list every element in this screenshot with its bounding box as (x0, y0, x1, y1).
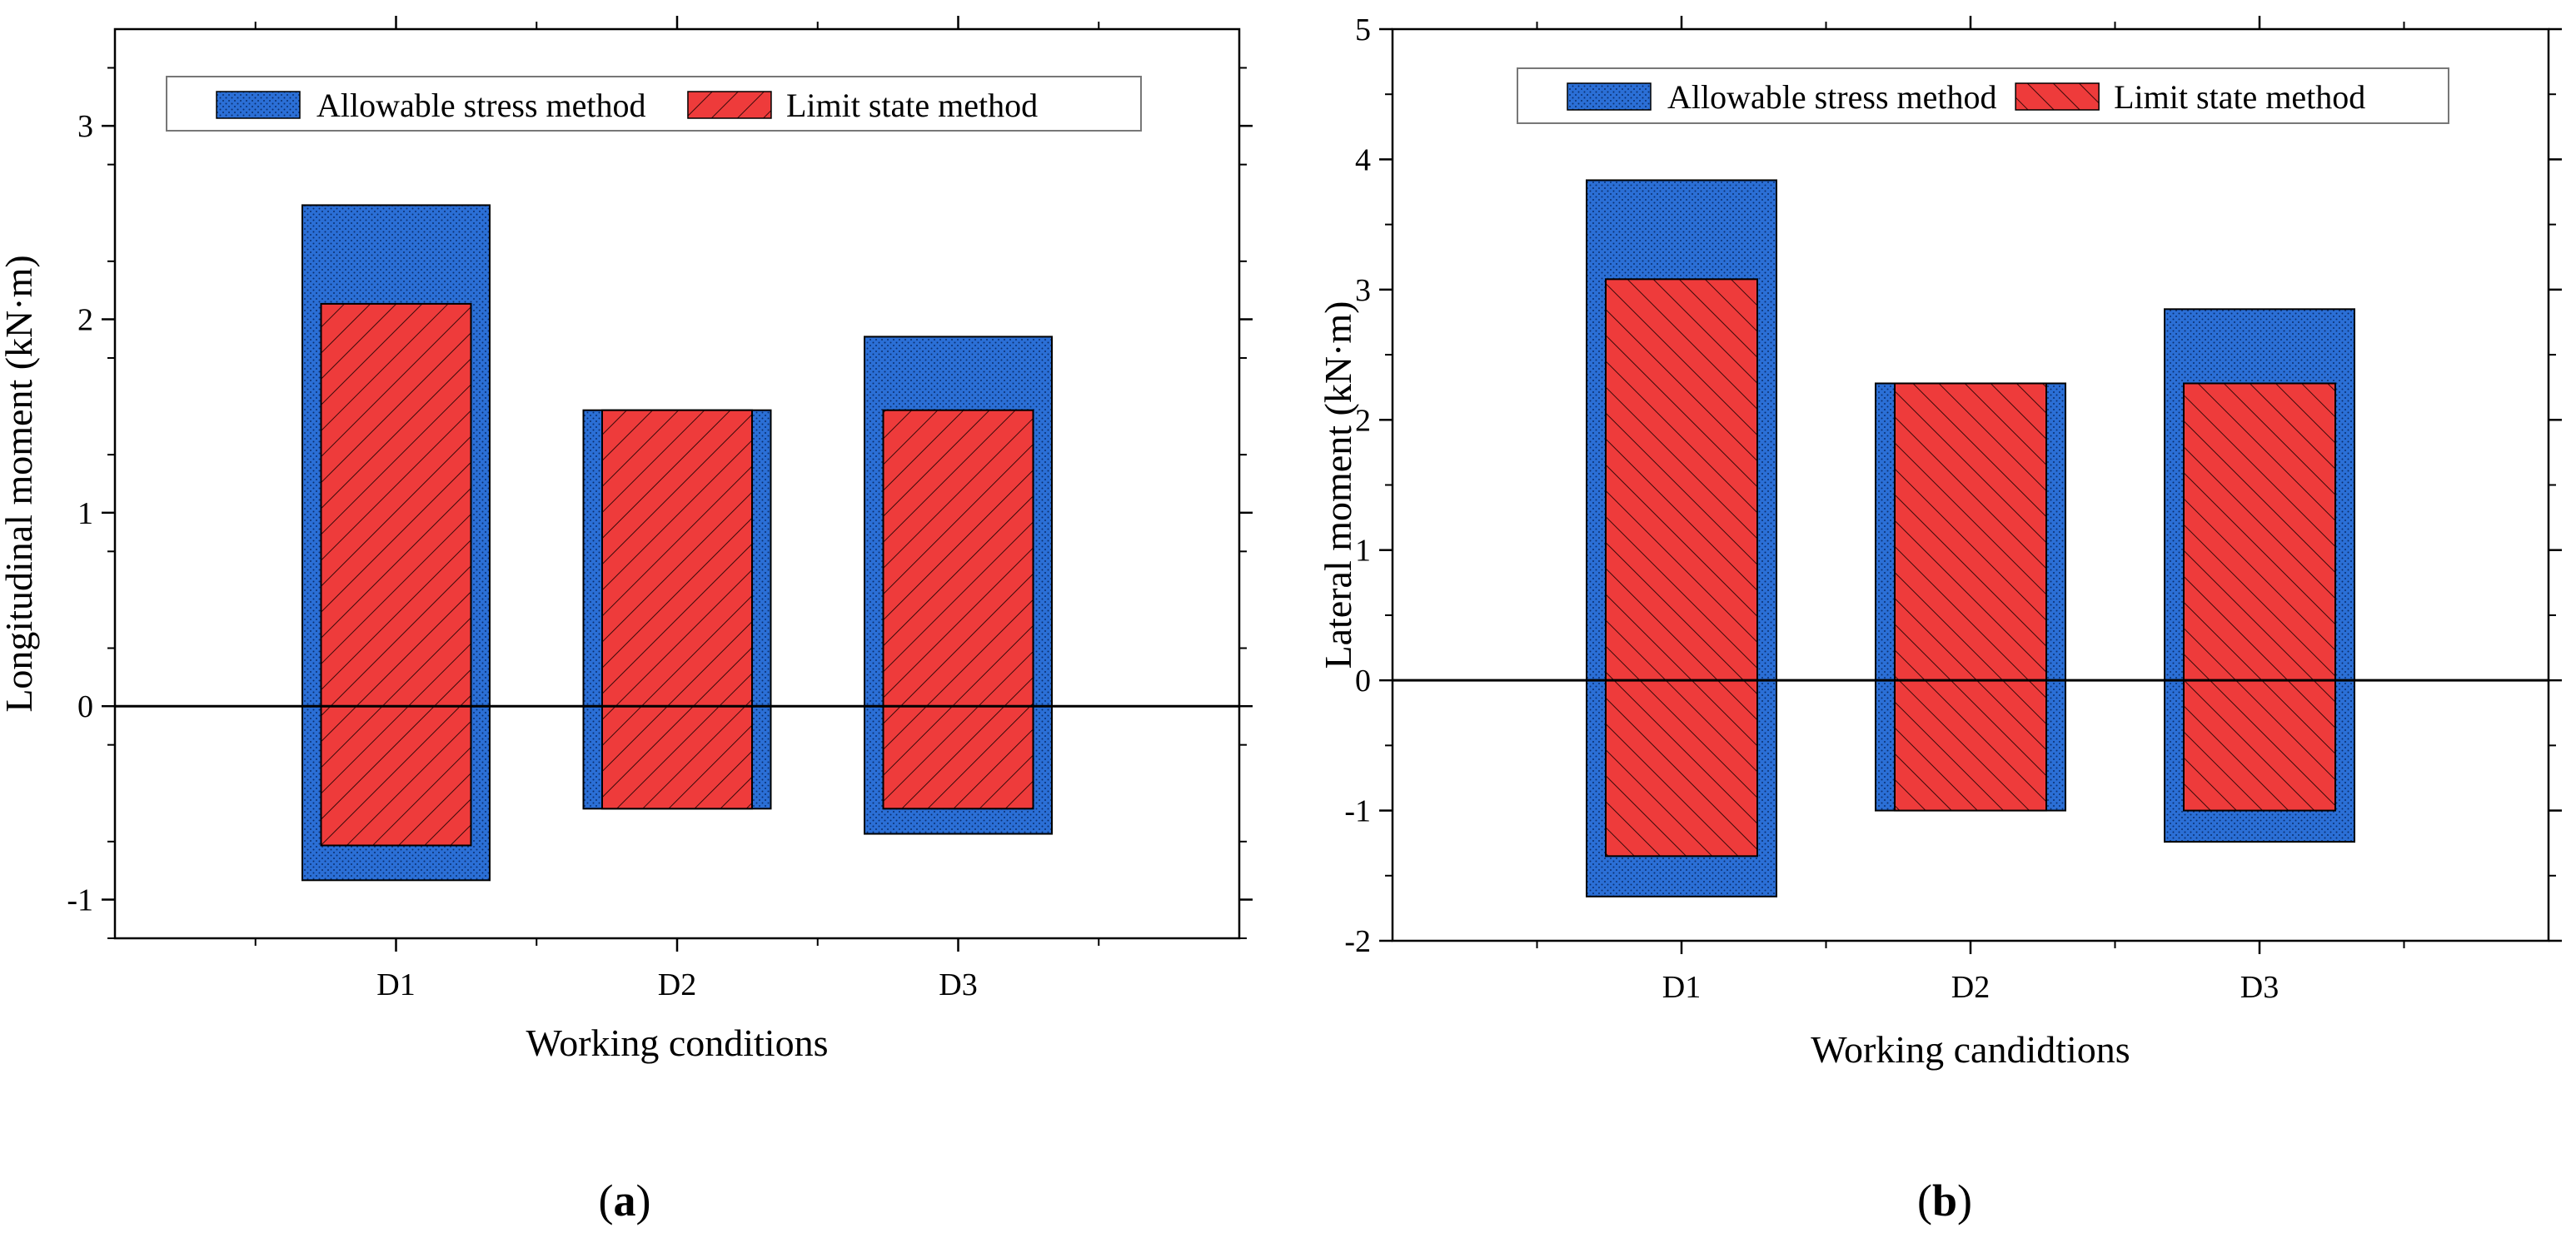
panel-letter-b: b (1932, 1176, 1957, 1226)
bar-limit-D2 (601, 409, 753, 810)
legend-swatch-allowable (1567, 82, 1652, 111)
y-tick-label: 0 (77, 689, 93, 724)
y-axis-title: Longitudinal moment (kN·m) (0, 255, 40, 712)
legend: Allowable stress method Limit state meth… (1517, 67, 2449, 124)
bar-limit-D2 (1894, 382, 2047, 812)
chart-panel-b: -2 -1 0 1 2 3 4 5 D1 D2 D3 Lateral moment (kN·m) W… (1317, 12, 2562, 1226)
y-tick-label: 4 (1355, 142, 1371, 177)
y-tick-label: -1 (1344, 794, 1371, 829)
y-tick-label: 1 (77, 496, 93, 531)
legend-swatch-allowable (216, 91, 301, 119)
x-tick-label: D3 (939, 967, 977, 1002)
legend-swatch-limit (2015, 82, 2100, 111)
legend-box (1517, 67, 2449, 124)
legend-label-limit: Limit state method (2114, 78, 2365, 116)
legend-label-allowable: Allowable stress method (1667, 78, 1997, 116)
bar-limit-D1 (320, 302, 472, 847)
y-tick-label: 3 (77, 109, 93, 144)
bars-layer (301, 204, 1053, 882)
y-tick-label: 2 (77, 303, 93, 338)
x-axis-title: Working conditions (526, 1022, 829, 1064)
y-axis-title: Lateral moment (kN·m) (1317, 301, 1359, 669)
x-axis-title: Working candidtions (1811, 1028, 2130, 1071)
y-tick-label: 5 (1355, 12, 1371, 47)
ticks-layer: -1 0 1 2 3 D1 D2 D3 (67, 16, 1253, 1002)
y-tick-label: 0 (1355, 664, 1371, 699)
panel-label-b: (b) (1917, 1176, 1972, 1226)
bar-limit-D1 (1605, 278, 1758, 858)
ticks-layer: -2 -1 0 1 2 3 4 5 D1 D2 D3 (1344, 12, 2562, 1005)
x-tick-label: D2 (1951, 970, 1990, 1005)
bars-layer (1586, 179, 2355, 897)
bar-limit-D3 (2183, 382, 2336, 812)
y-tick-label: 3 (1355, 273, 1371, 308)
legend-label-limit: Limit state method (786, 87, 1038, 124)
legend-swatch-limit (687, 91, 772, 119)
y-tick-label: -2 (1344, 924, 1371, 959)
y-tick-label: -1 (67, 883, 93, 918)
panel-label-a: (a) (599, 1176, 651, 1226)
x-tick-label: D3 (2240, 970, 2279, 1005)
legend-box (166, 76, 1142, 132)
bar-limit-D3 (882, 409, 1034, 810)
legend-label-allowable: Allowable stress method (316, 87, 646, 124)
x-tick-label: D2 (658, 967, 696, 1002)
x-tick-label: D1 (1662, 970, 1701, 1005)
panel-letter-a: a (614, 1176, 636, 1226)
y-tick-label: 2 (1355, 403, 1371, 438)
x-tick-label: D1 (376, 967, 415, 1002)
y-tick-label: 1 (1355, 534, 1371, 569)
legend: Allowable stress method Limit state meth… (166, 76, 1142, 132)
